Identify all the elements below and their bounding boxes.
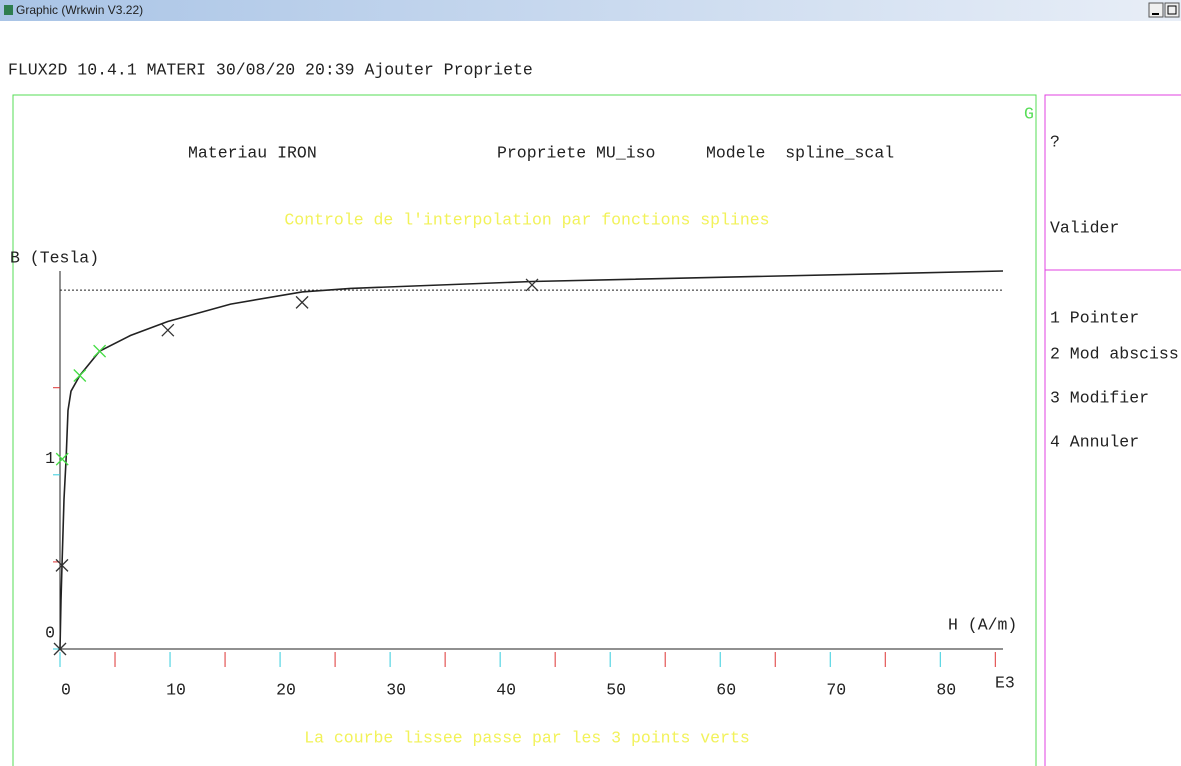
window-title: Graphic (Wrkwin V3.22) [16, 3, 143, 17]
graphic-frame [12, 94, 1037, 766]
title-bar [0, 0, 1181, 21]
x-tick-label: 60 [716, 680, 736, 699]
menu-item[interactable]: 4 Annuler [1050, 432, 1139, 451]
x-unit-label: E3 [995, 673, 1015, 692]
point-marker [93, 344, 107, 358]
marker-stroke [525, 278, 539, 292]
x-tick-label: 0 [61, 680, 71, 699]
chart-title: Controle de l'interpolation par fonction… [284, 210, 769, 229]
marker-stroke [73, 369, 87, 382]
menu-prompt: ? [1050, 132, 1060, 151]
x-tick-label: 50 [606, 680, 626, 699]
point-marker [53, 642, 67, 656]
model-label: Modele spline_scal [706, 143, 894, 162]
point-marker [295, 295, 309, 309]
menu-item[interactable]: 1 Pointer [1050, 308, 1139, 327]
marker-stroke [55, 558, 69, 572]
point-marker [73, 369, 87, 382]
x-tick-label: 30 [386, 680, 406, 699]
maximize-icon [1167, 5, 1177, 15]
x-tick-label: 80 [936, 680, 956, 699]
menu-item[interactable]: 3 Modifier [1050, 388, 1149, 407]
property-label: Propriete MU_iso [497, 143, 655, 162]
marker-stroke [93, 344, 107, 358]
frame-label: G [1024, 104, 1034, 123]
x-tick-label: 40 [496, 680, 516, 699]
app-icon [4, 5, 13, 15]
point-marker [55, 452, 69, 466]
point-marker [55, 558, 69, 572]
y-tick-label: 0 [45, 623, 55, 642]
marker-stroke [53, 642, 67, 656]
point-marker [525, 278, 539, 292]
material-label: Materiau IRON [188, 143, 317, 162]
y-axis-label: B (Tesla) [10, 248, 99, 267]
marker-stroke [161, 323, 175, 337]
menu-validate[interactable]: Valider [1050, 218, 1119, 237]
header-line: FLUX2D 10.4.1 MATERI 30/08/20 20:39 Ajou… [8, 60, 533, 79]
y-tick-label: 1 [45, 449, 55, 468]
x-tick-label: 10 [166, 680, 186, 699]
x-axis-label: H (A/m) [948, 615, 1017, 634]
menu-frame [1044, 94, 1181, 766]
maximize-button[interactable] [1164, 2, 1180, 18]
x-tick-label: 70 [826, 680, 846, 699]
menu-item[interactable]: 2 Mod absciss [1050, 344, 1179, 363]
marker-stroke [295, 295, 309, 309]
x-tick-label: 20 [276, 680, 296, 699]
marker-stroke [55, 452, 69, 466]
chart-caption: La courbe lissee passe par les 3 points … [304, 728, 750, 747]
point-marker [161, 323, 175, 337]
curve [59, 270, 1004, 650]
